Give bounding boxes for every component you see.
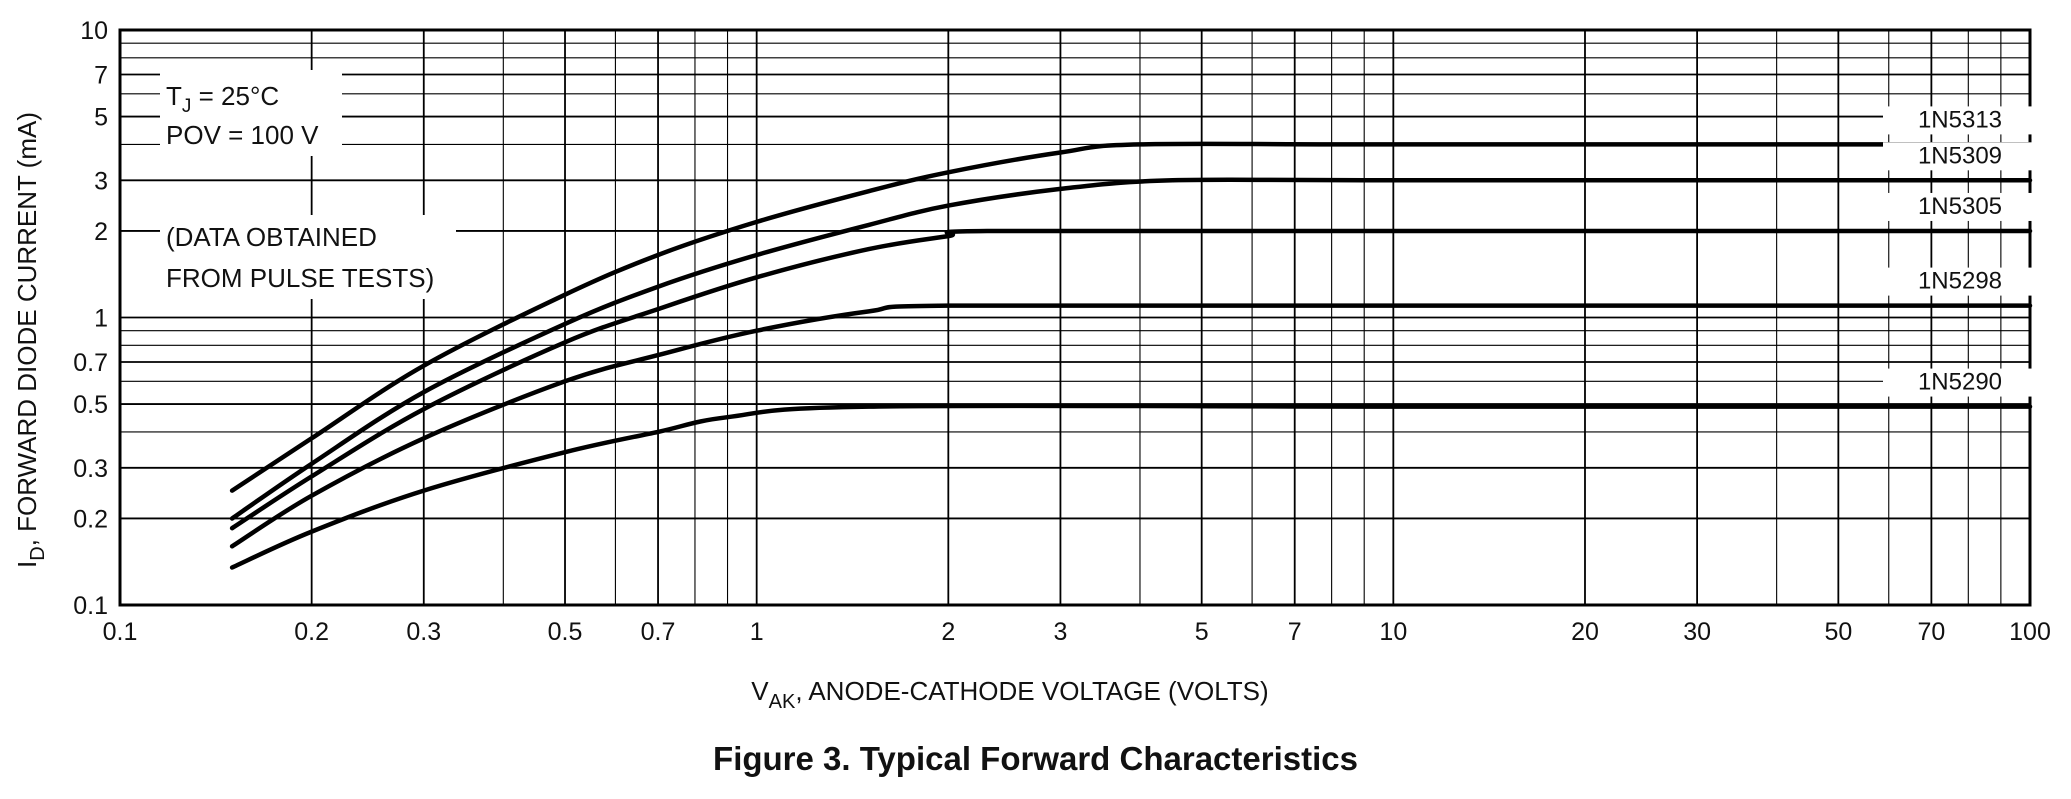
y-tick-label: 5 <box>94 104 108 132</box>
series-line-1n5313 <box>229 141 2033 493</box>
y-tick-labels: 0.1 0.2 0.3 0.5 0.7 1 2 3 5 7 10 <box>73 17 108 620</box>
data-note-line-2: FROM PULSE TESTS) <box>166 263 434 293</box>
x-tick-label: 100 <box>2009 618 2051 646</box>
x-tick-labels: 0.1 0.2 0.3 0.5 0.7 1 2 3 5 7 10 20 30 50 70 100 <box>103 618 2051 646</box>
data-note-line-1: (DATA OBTAINED <box>166 222 377 252</box>
y-tick-label: 0.7 <box>73 349 108 377</box>
series-label-background <box>1883 267 2038 296</box>
series-label-1n5309: 1N5309 <box>1918 142 2002 169</box>
major-grid <box>120 30 2030 605</box>
pov-annotation: POV = 100 V <box>166 120 319 150</box>
series-layer <box>229 141 2033 570</box>
x-tick-label: 5 <box>1195 618 1209 646</box>
data-note-background <box>160 215 456 299</box>
y-tick-label: 2 <box>94 218 108 246</box>
series-label-1n5298: 1N5298 <box>1918 268 2002 295</box>
series-label-background <box>1883 142 2038 171</box>
y-tick-label: 1 <box>94 305 108 333</box>
plot-frame <box>118 28 2032 607</box>
x-tick-label: 7 <box>1288 618 1302 646</box>
series-line-1n5309 <box>229 177 2033 521</box>
series-label-background <box>1883 368 2038 397</box>
series-label-background <box>1883 192 2038 221</box>
y-tick-label: 0.5 <box>73 391 108 419</box>
x-tick-label: 0.1 <box>103 618 138 646</box>
x-tick-label: 50 <box>1824 618 1852 646</box>
x-tick-label: 1 <box>750 618 764 646</box>
temp-annotation-background <box>160 70 342 156</box>
annotation-group: TJ = 25°C POV = 100 V (DATA OBTAINED FRO… <box>160 70 456 299</box>
series-label-1n5305: 1N5305 <box>1918 193 2002 220</box>
y-tick-label: 0.2 <box>73 505 108 533</box>
series-label-1n5290: 1N5290 <box>1918 369 2002 396</box>
y-tick-label: 7 <box>94 62 108 90</box>
x-tick-label: 0.5 <box>548 618 583 646</box>
series-line-1n5290 <box>229 403 2033 570</box>
x-tick-label: 0.3 <box>406 618 441 646</box>
x-tick-label: 10 <box>1379 618 1407 646</box>
y-axis-title: ID, FORWARD DIODE CURRENT (mA) <box>12 112 49 568</box>
y-tick-label: 10 <box>80 17 108 45</box>
series-label-background <box>1883 106 2038 135</box>
series-line-1n5298 <box>229 302 2033 549</box>
series-line-1n5305 <box>229 228 2033 531</box>
y-tick-label: 0.3 <box>73 455 108 483</box>
x-tick-label: 0.2 <box>294 618 329 646</box>
y-tick-label: 3 <box>94 167 108 195</box>
figure-caption: Figure 3. Typical Forward Characteristic… <box>713 740 1358 777</box>
x-tick-label: 3 <box>1053 618 1067 646</box>
temperature-annotation: TJ = 25°C <box>166 81 279 117</box>
series-labels: 1N5313 1N5309 1N5305 1N5298 1N5290 <box>1883 106 2038 397</box>
x-tick-label: 70 <box>1917 618 1945 646</box>
x-axis-title: VAK, ANODE-CATHODE VOLTAGE (VOLTS) <box>751 676 1268 713</box>
x-tick-label: 2 <box>941 618 955 646</box>
x-tick-label: 0.7 <box>641 618 676 646</box>
x-tick-label: 20 <box>1571 618 1599 646</box>
x-tick-label: 30 <box>1683 618 1711 646</box>
y-tick-label: 0.1 <box>73 592 108 620</box>
series-label-1n5313: 1N5313 <box>1918 106 2002 133</box>
